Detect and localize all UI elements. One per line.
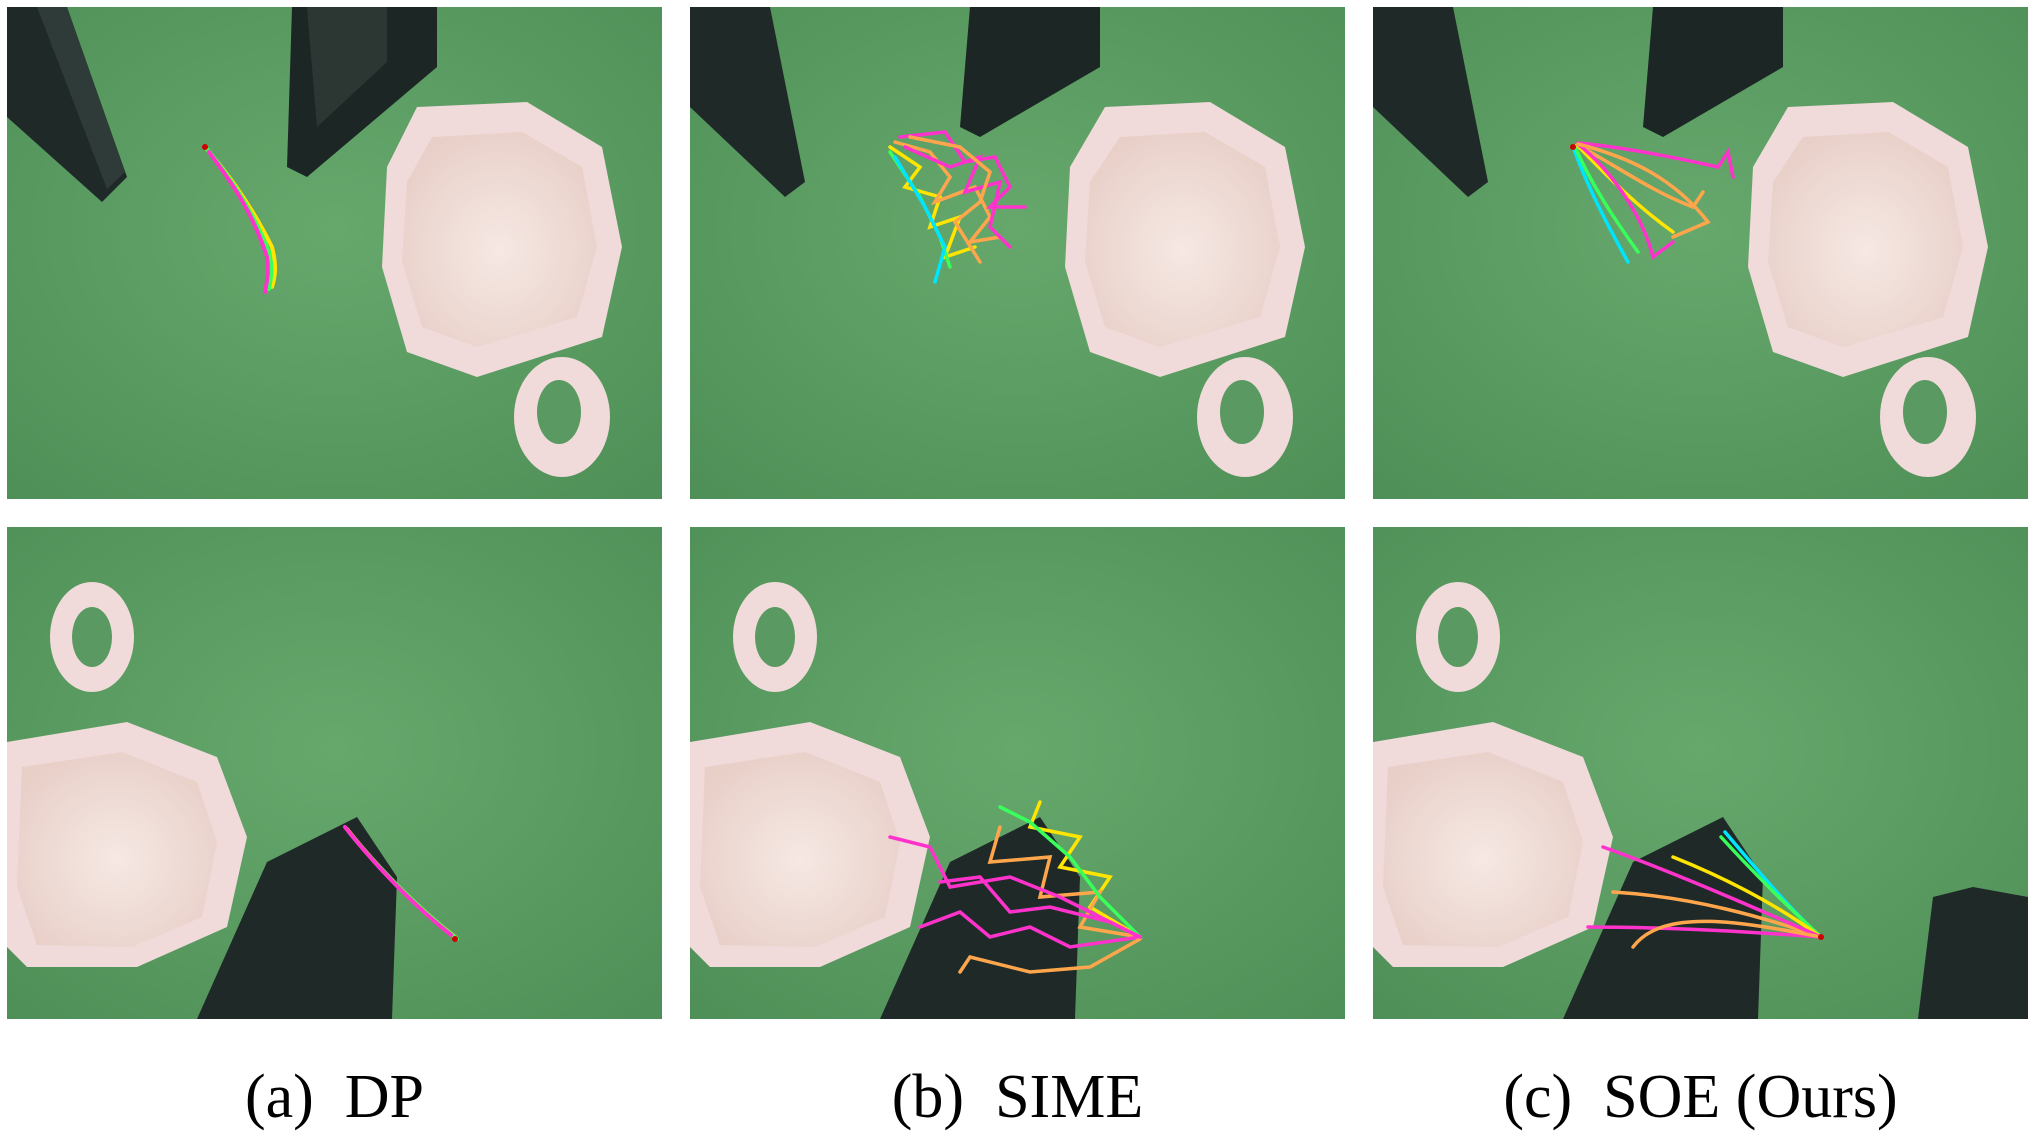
caption-soe: (c) SOE (Ours) [1503, 1063, 1898, 1131]
gripper-bottom-left [880, 817, 1080, 1019]
trajectory-bundle [888, 800, 1142, 974]
gripper-right [960, 7, 1100, 137]
trajectory-bundle [202, 144, 277, 294]
gripper-bottom-left [197, 817, 397, 1019]
mug [382, 102, 622, 477]
gripper-left [1373, 7, 1488, 197]
panel-sime-bottom [690, 527, 1345, 1019]
trajectory-bundle [343, 825, 459, 942]
trajectory-bundle [888, 130, 1027, 284]
panel-soe-bottom [1373, 527, 2028, 1019]
mug [1065, 102, 1305, 477]
caption-sime: (b) SIME [891, 1063, 1144, 1131]
gripper-bottom-left [1563, 817, 1763, 1019]
mug [690, 582, 930, 967]
gripper-left [7, 7, 127, 202]
trajectory-bundle [1586, 830, 1824, 949]
panel-sime-top [690, 7, 1345, 499]
mug [1373, 582, 1613, 967]
mug [7, 582, 247, 967]
panel-dp-bottom [7, 527, 662, 1019]
gripper-left [690, 7, 805, 197]
gripper-bottom-right [1918, 887, 2028, 1019]
mug [1748, 102, 1988, 477]
trajectory-bundle [1570, 141, 1735, 264]
caption-dp: (a) DP [244, 1063, 425, 1131]
gripper-right [1643, 7, 1783, 137]
panel-soe-top [1373, 7, 2028, 499]
gripper-right [287, 7, 437, 177]
panel-dp-top [7, 7, 662, 499]
